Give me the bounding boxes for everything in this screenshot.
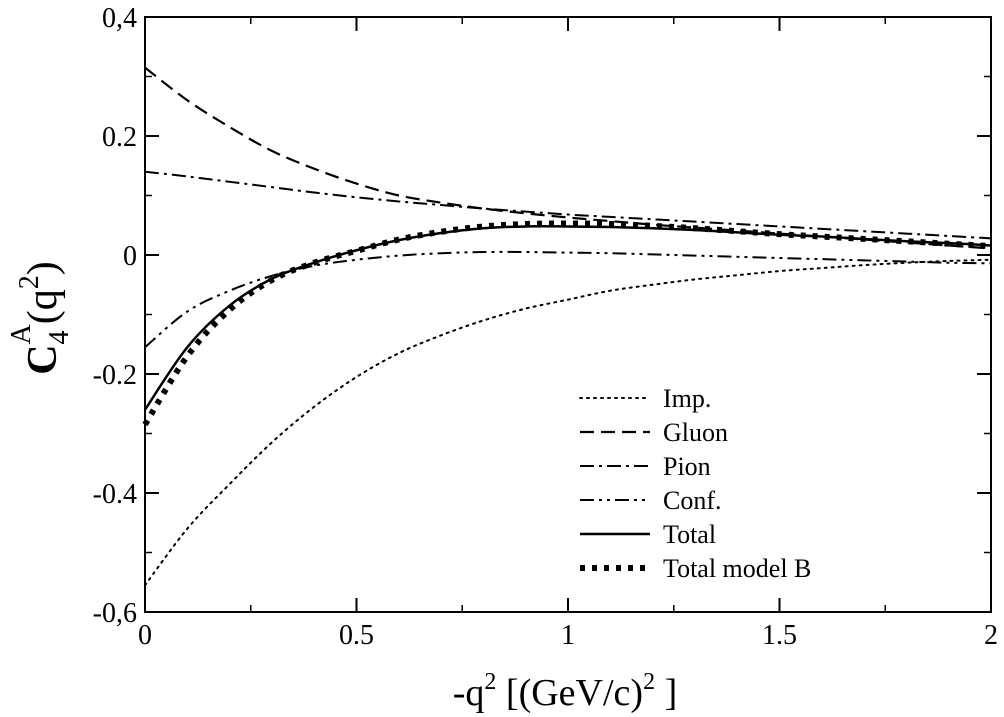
series-gluon-line: [144, 66, 992, 250]
x-axis-title: -q2 [(GeV/c)2 ]: [453, 669, 677, 714]
y-axis-title-sub: 4: [44, 330, 75, 344]
series-total-model-b-line: [142, 220, 992, 427]
y-tick-label: 0,4: [102, 3, 137, 34]
plot-frame: [144, 16, 992, 613]
y-tick-label: 0: [123, 241, 137, 272]
legend-label-pion: Pion: [663, 452, 711, 481]
x-tick-label: 1: [561, 620, 575, 651]
x-tick-label: 0: [138, 620, 152, 651]
x-axis-title-sup2: 2: [643, 669, 655, 695]
series-total-line: [143, 225, 992, 411]
x-tick-labels: 0 0.5 1 1.5 2: [138, 620, 998, 651]
y-axis-title-sup: A: [6, 323, 37, 344]
legend-label-total-model-b: Total model B: [663, 554, 811, 583]
y-axis-title: C4A(q2): [6, 261, 75, 375]
y-tick-label: -0.2: [93, 360, 137, 391]
minor-ticks: [145, 17, 991, 612]
legend-label-conf: Conf.: [663, 486, 722, 515]
series-pion-line: [144, 170, 992, 240]
y-axis-title-base: C: [20, 344, 66, 374]
major-ticks: [144, 16, 992, 613]
y-tick-label: -0.4: [93, 479, 137, 510]
y-tick-labels: 0,4 0.2 0 -0.2 -0.4 -0,6: [93, 3, 137, 629]
x-axis-title-prefix: -q: [453, 672, 485, 714]
x-tick-label: 0.5: [339, 620, 374, 651]
legend-label-gluon: Gluon: [663, 418, 728, 447]
x-tick-label: 2: [984, 620, 998, 651]
series-imp-line: [144, 258, 992, 587]
x-axis-title-sup: 2: [484, 669, 496, 695]
legend: Imp. Gluon Pion Conf. Total Total model B: [579, 384, 811, 583]
legend-label-imp: Imp.: [663, 384, 711, 413]
y-tick-label: -0,6: [93, 598, 137, 629]
x-axis-title-end: ]: [655, 672, 677, 714]
series-group: [142, 66, 992, 587]
y-axis-title-arg-open: (q: [20, 289, 66, 324]
x-tick-label: 1.5: [762, 620, 797, 651]
y-axis-title-arg-close: ): [20, 261, 66, 275]
legend-label-total: Total: [663, 520, 716, 549]
x-axis-title-rest: [(GeV/c): [496, 672, 643, 714]
y-axis-title-arg-sup: 2: [14, 275, 45, 289]
y-tick-label: 0.2: [102, 122, 137, 153]
